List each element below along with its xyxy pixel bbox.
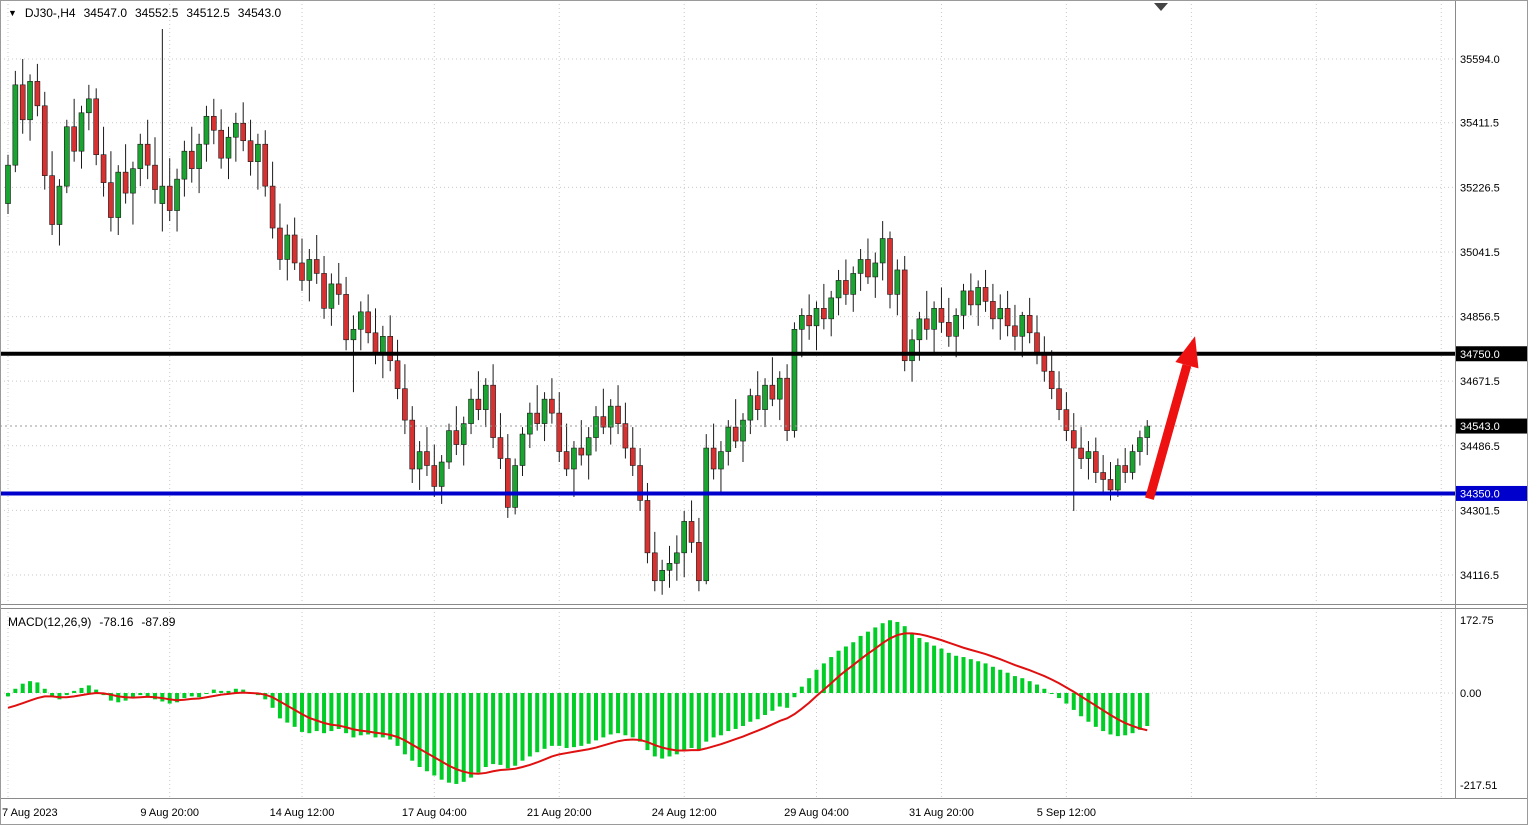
- svg-text:34301.5: 34301.5: [1460, 505, 1500, 517]
- candles-layer: [5, 28, 1151, 595]
- macd-signal-line: [7, 632, 1148, 775]
- current-price-tag: 34543.0: [1456, 418, 1527, 434]
- chart-shift-marker[interactable]: [1154, 3, 1168, 11]
- svg-text:34671.5: 34671.5: [1460, 376, 1500, 388]
- macd-histogram: [6, 620, 1150, 784]
- svg-text:17 Aug 04:00: 17 Aug 04:00: [402, 807, 467, 819]
- svg-text:14 Aug 12:00: 14 Aug 12:00: [270, 807, 335, 819]
- svg-text:21 Aug 20:00: 21 Aug 20:00: [527, 807, 592, 819]
- macd-indicator-label: MACD(12,26,9) -78.16 -87.89: [8, 615, 175, 629]
- symbol-ohlc-info: ▼ DJ30-,H4 34547.0 34552.5 34512.5 34543…: [8, 6, 281, 20]
- ohlc-high-value: 34552.5: [135, 6, 179, 20]
- svg-text:24 Aug 12:00: 24 Aug 12:00: [652, 807, 717, 819]
- support-line-price-tag: 34350.0: [1456, 485, 1527, 501]
- svg-text:5 Sep 12:00: 5 Sep 12:00: [1037, 807, 1096, 819]
- macd-signal-value: -87.89: [141, 615, 176, 629]
- svg-text:34486.5: 34486.5: [1460, 441, 1500, 453]
- collapse-arrow-icon[interactable]: ▼: [8, 8, 17, 18]
- ohlc-open-value: 34547.0: [83, 6, 127, 20]
- svg-text:35411.5: 35411.5: [1460, 118, 1499, 130]
- macd-name: MACD(12,26,9): [8, 615, 92, 629]
- ohlc-close-value: 34543.0: [237, 6, 282, 20]
- svg-text:29 Aug 04:00: 29 Aug 04:00: [784, 807, 849, 819]
- svg-text:34856.5: 34856.5: [1460, 312, 1500, 324]
- svg-text:34350.0: 34350.0: [1460, 488, 1500, 500]
- svg-text:34750.0: 34750.0: [1460, 349, 1500, 361]
- svg-text:35594.0: 35594.0: [1460, 54, 1500, 66]
- symbol-timeframe-label: DJ30-,H4: [24, 6, 76, 20]
- trend-arrow[interactable]: [1145, 336, 1199, 500]
- macd-axis[interactable]: 172.75 0.00 -217.51: [1460, 615, 1497, 792]
- svg-text:35041.5: 35041.5: [1460, 247, 1500, 259]
- svg-text:34116.5: 34116.5: [1460, 570, 1499, 582]
- svg-text:34543.0: 34543.0: [1460, 421, 1500, 433]
- macd-main-value: -78.16: [99, 615, 134, 629]
- grid-layer: [0, 0, 1455, 798]
- svg-text:7 Aug 2023: 7 Aug 2023: [2, 807, 58, 819]
- svg-text:0.00: 0.00: [1460, 688, 1481, 700]
- price-axis[interactable]: 35594.0 35411.5 35226.5 35041.5 34856.5 34671…: [1460, 54, 1500, 582]
- resistance-line-price-tag: 34750.0: [1456, 346, 1527, 362]
- svg-text:31 Aug 20:00: 31 Aug 20:00: [909, 807, 974, 819]
- svg-text:35226.5: 35226.5: [1460, 182, 1500, 194]
- svg-text:-217.51: -217.51: [1460, 780, 1497, 792]
- time-axis[interactable]: 7 Aug 2023 9 Aug 20:00 14 Aug 12:00 17 Aug …: [2, 807, 1096, 819]
- ohlc-low-value: 34512.5: [186, 6, 230, 20]
- svg-text:172.75: 172.75: [1460, 615, 1494, 627]
- svg-text:9 Aug 20:00: 9 Aug 20:00: [140, 807, 199, 819]
